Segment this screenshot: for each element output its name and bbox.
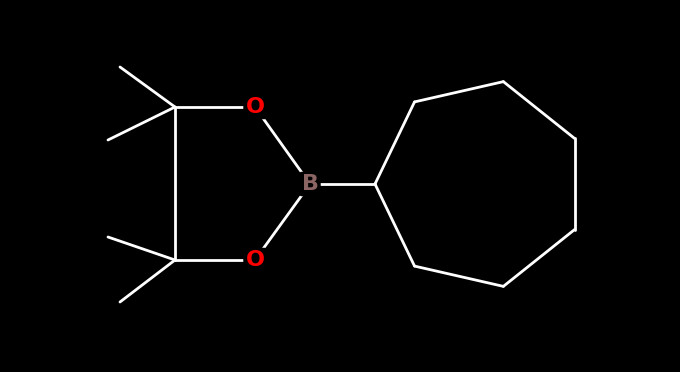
Text: O: O xyxy=(245,97,265,117)
Text: O: O xyxy=(245,250,265,270)
Text: B: B xyxy=(301,174,318,194)
